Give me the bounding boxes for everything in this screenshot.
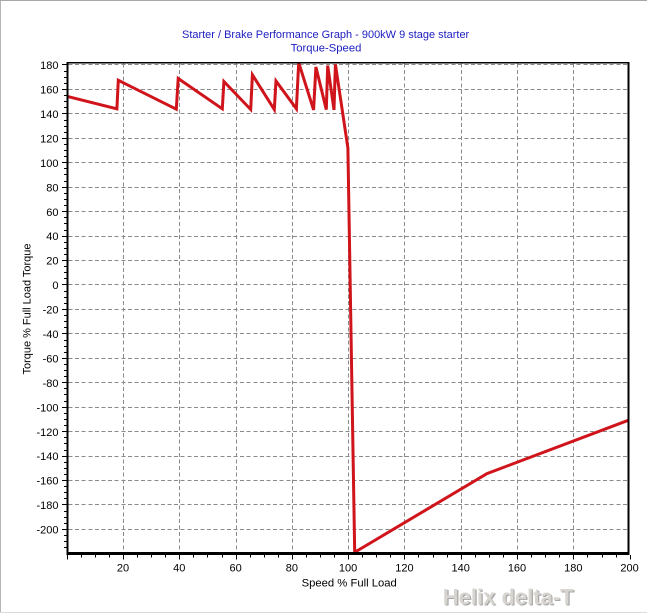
svg-text:140: 140 — [40, 109, 58, 121]
svg-text:-180: -180 — [36, 500, 58, 512]
svg-text:80: 80 — [286, 563, 298, 575]
svg-text:100: 100 — [40, 158, 58, 170]
svg-text:80: 80 — [46, 182, 58, 194]
svg-text:20: 20 — [117, 563, 129, 575]
svg-text:-160: -160 — [36, 476, 58, 488]
svg-text:Helix delta-T: Helix delta-T — [443, 585, 574, 610]
svg-text:-200: -200 — [36, 525, 58, 537]
svg-text:0: 0 — [52, 280, 58, 292]
svg-text:120: 120 — [40, 133, 58, 145]
svg-text:200: 200 — [620, 563, 638, 575]
svg-text:-100: -100 — [36, 402, 58, 414]
svg-text:60: 60 — [229, 563, 241, 575]
svg-text:Torque % Full Load Torque: Torque % Full Load Torque — [21, 244, 33, 375]
svg-text:-140: -140 — [36, 451, 58, 463]
svg-text:-20: -20 — [43, 305, 59, 317]
svg-text:100: 100 — [339, 563, 357, 575]
svg-text:40: 40 — [46, 231, 58, 243]
svg-text:160: 160 — [40, 85, 58, 97]
svg-text:120: 120 — [395, 563, 413, 575]
svg-text:20: 20 — [46, 256, 58, 268]
svg-text:-60: -60 — [43, 353, 59, 365]
svg-text:60: 60 — [46, 207, 58, 219]
svg-text:160: 160 — [508, 563, 526, 575]
svg-text:-80: -80 — [43, 378, 59, 390]
svg-text:140: 140 — [452, 563, 470, 575]
svg-text:Starter / Brake Performance Gr: Starter / Brake Performance Graph - 900k… — [182, 29, 470, 41]
svg-text:Helix delta-T: Helix delta-T — [444, 586, 575, 611]
svg-text:-120: -120 — [36, 427, 58, 439]
svg-text:Torque-Speed: Torque-Speed — [291, 42, 362, 54]
svg-text:Speed % Full Load: Speed % Full Load — [302, 577, 397, 589]
svg-text:40: 40 — [173, 563, 185, 575]
svg-text:-40: -40 — [43, 329, 59, 341]
svg-text:180: 180 — [564, 563, 582, 575]
svg-text:180: 180 — [40, 60, 58, 72]
